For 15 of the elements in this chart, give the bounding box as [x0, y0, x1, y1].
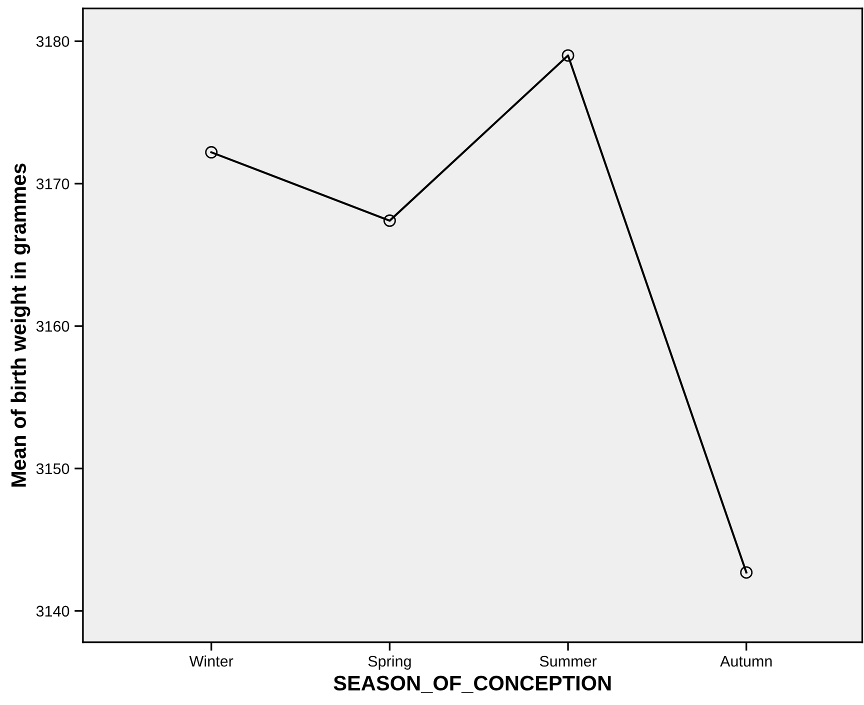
x-tick-label: Winter: [189, 655, 234, 667]
x-tick-label: Summer: [540, 656, 597, 667]
y-axis-title: Mean of birth weight in grammes: [10, 164, 30, 487]
y-tick-label: 3140: [36, 606, 70, 617]
x-axis-title: SEASON_OF_CONCEPTION: [334, 676, 611, 693]
x-tick-label: Autumn: [720, 656, 772, 667]
y-tick-label: 3180: [36, 36, 70, 47]
point: [205, 146, 218, 159]
point: [383, 214, 396, 227]
y-tick-label: 3170: [36, 178, 70, 190]
y-tick-label: 3150: [36, 463, 70, 474]
y-tick-label: 3160: [36, 320, 70, 332]
point: [562, 49, 574, 62]
x-tick-label: Spring: [368, 655, 411, 670]
point: [740, 566, 753, 579]
